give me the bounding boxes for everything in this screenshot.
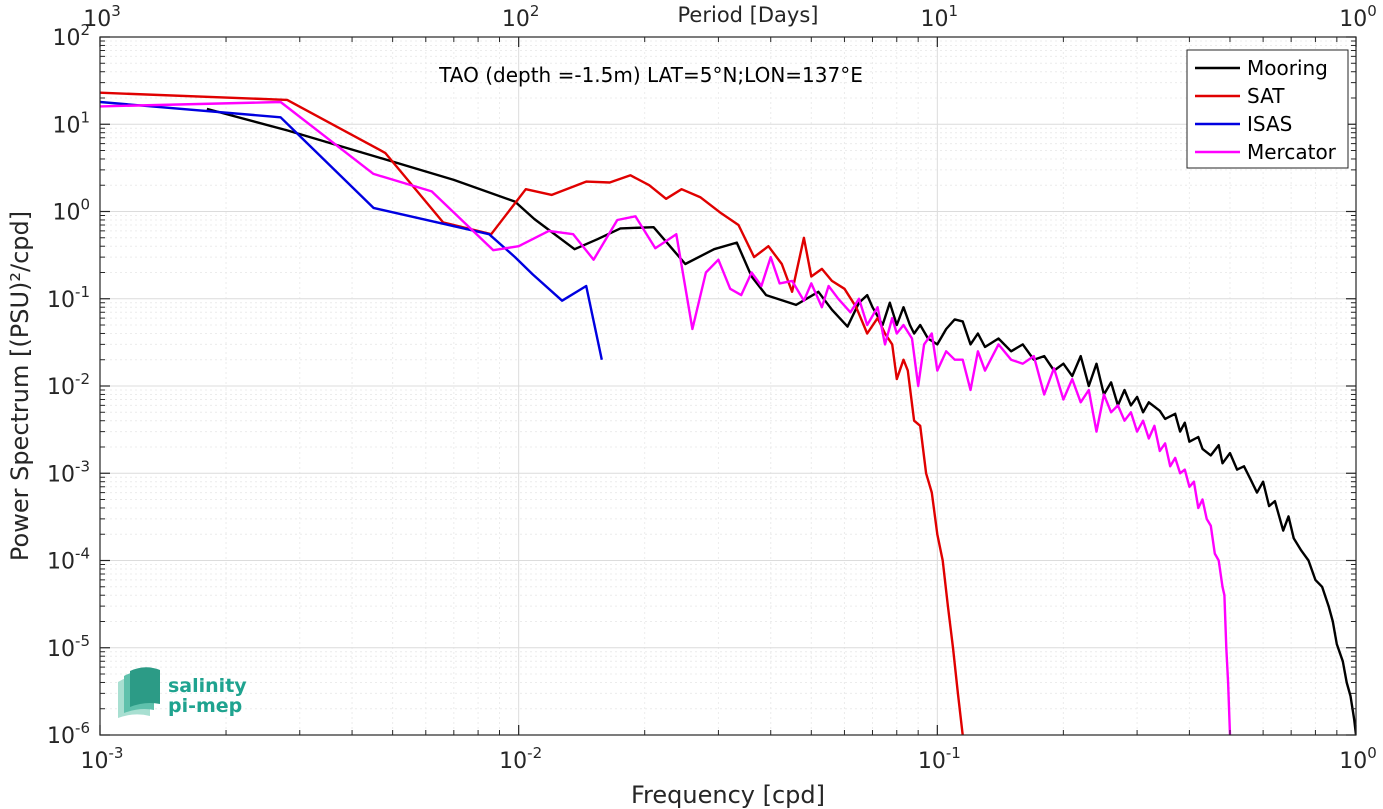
logo-line1: salinity — [168, 675, 247, 697]
top-tick-label: 100 — [1339, 2, 1377, 32]
top-tick-label: 101 — [921, 2, 959, 32]
legend-box — [1186, 49, 1349, 169]
y-tick-label: 10-6 — [47, 719, 90, 749]
x-axis-label: Frequency [cpd] — [631, 781, 825, 809]
legend-label-mooring: Mooring — [1247, 56, 1328, 80]
series-isas-line — [100, 100, 603, 360]
y-tick-label: 101 — [52, 108, 90, 138]
series-lines — [100, 91, 1356, 735]
series-mooring-line — [206, 107, 1356, 735]
legend-label-isas: ISAS — [1247, 112, 1292, 136]
y-tick-label: 10-3 — [47, 457, 90, 487]
legend-label-mercator: Mercator — [1247, 140, 1337, 164]
legend-label-sat: SAT — [1247, 84, 1285, 108]
chart-title: TAO (depth =-1.5m) LAT=5°N;LON=137°E — [438, 63, 863, 87]
top-tick-label: 102 — [502, 2, 540, 32]
y-tick-label: 10-4 — [47, 545, 90, 575]
y-axis-label: Power Spectrum [(PSU)²/cpd] — [6, 211, 34, 561]
series-mercator-line — [100, 100, 1232, 735]
salinity-pimep-logo: salinity pi-mep — [118, 667, 247, 718]
waves-logo-icon — [118, 667, 160, 718]
logo-line2: pi-mep — [168, 695, 242, 717]
x-tick-label: 10-2 — [499, 744, 542, 774]
y-tick-label: 102 — [52, 21, 90, 51]
tick-marks — [99, 36, 1357, 736]
x-tick-label: 10-1 — [918, 744, 961, 774]
legend-items: Mooring SAT ISAS Mercator — [1195, 56, 1337, 164]
top-axis-label: Period [Days] — [678, 3, 819, 27]
y-tick-label: 10-2 — [47, 370, 90, 400]
x-tick-label: 10-3 — [81, 744, 124, 774]
y-tick-label: 10-5 — [47, 632, 90, 662]
legend: Mooring SAT ISAS Mercator — [1186, 49, 1349, 169]
top-tick-label: 103 — [83, 2, 121, 32]
series-sat-line — [100, 91, 964, 735]
y-tick-label: 100 — [52, 196, 90, 226]
y-tick-label: 10-1 — [47, 283, 90, 313]
x-tick-label: 100 — [1339, 744, 1377, 774]
